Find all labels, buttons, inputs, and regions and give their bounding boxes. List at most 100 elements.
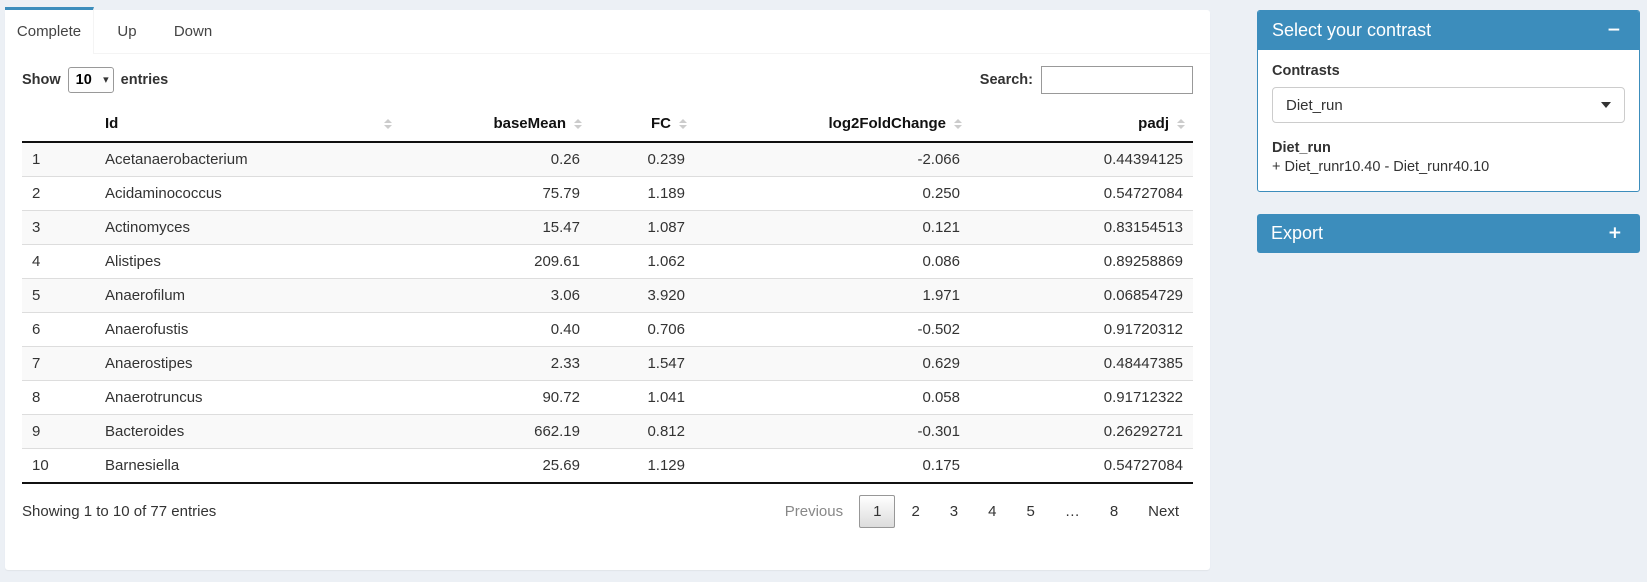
cell-padj: 0.91712322: [970, 380, 1193, 415]
cell-fc: 0.706: [590, 312, 695, 347]
cell-row-number: 3: [22, 210, 95, 245]
chevron-down-icon: [1601, 102, 1611, 108]
table-row[interactable]: 7 Anaerostipes 2.33 1.547 0.629 0.484473…: [22, 346, 1193, 381]
cell-log2foldchange: 0.250: [695, 176, 970, 211]
cell-id: Anaerotruncus: [95, 380, 400, 415]
table-info: Showing 1 to 10 of 77 entries: [22, 503, 217, 520]
page: Complete Up Down Show 10 entries Search:: [0, 0, 1647, 570]
cell-id: Actinomyces: [95, 210, 400, 245]
cell-padj: 0.54727084: [970, 176, 1193, 211]
table-row[interactable]: 6 Anaerofustis 0.40 0.706 -0.502 0.91720…: [22, 312, 1193, 347]
pagination-page-4[interactable]: 4: [988, 503, 997, 520]
contrast-select-value: Diet_run: [1286, 96, 1343, 114]
cell-log2foldchange: -0.301: [695, 414, 970, 449]
cell-log2foldchange: 0.175: [695, 448, 970, 484]
cell-padj: 0.48447385: [970, 346, 1193, 381]
pagination-page-8[interactable]: 8: [1109, 503, 1119, 520]
contrast-panel-header: Select your contrast −: [1258, 11, 1639, 50]
cell-fc: 1.189: [590, 176, 695, 211]
cell-row-number: 5: [22, 278, 95, 313]
column-header-fc[interactable]: FC: [590, 106, 695, 143]
cell-row-number: 4: [22, 244, 95, 279]
page-length-select[interactable]: 10: [67, 67, 114, 93]
table-footer: Showing 1 to 10 of 77 entries Previous 1…: [22, 495, 1193, 528]
cell-basemean: 90.72: [400, 380, 590, 415]
contrast-panel: Select your contrast − Contrasts Diet_ru…: [1257, 10, 1640, 192]
expand-plus-icon[interactable]: +: [1607, 223, 1622, 243]
table-row[interactable]: 10 Barnesiella 25.69 1.129 0.175 0.54727…: [22, 448, 1193, 484]
cell-padj: 0.26292721: [970, 414, 1193, 449]
search-label: Search:: [979, 72, 1033, 88]
export-panel-title: Export: [1271, 223, 1324, 243]
export-panel-header: Export +: [1257, 214, 1640, 253]
cell-fc: 1.041: [590, 380, 695, 415]
cell-basemean: 3.06: [400, 278, 590, 313]
sort-icon: [384, 118, 392, 129]
cell-id: Alistipes: [95, 244, 400, 279]
cell-log2foldchange: -2.066: [917, 151, 960, 168]
search-input[interactable]: [1041, 66, 1193, 94]
cell-row-number: 7: [22, 346, 95, 381]
column-header-log2foldchange[interactable]: log2FoldChange: [695, 106, 970, 143]
cell-padj: 0.06854729: [970, 278, 1193, 313]
collapse-minus-icon[interactable]: −: [1606, 20, 1621, 40]
cell-id: Acidaminococcus: [95, 176, 400, 211]
cell-fc: 0.239: [647, 151, 685, 168]
contrast-description: Diet_run + Diet_runr10.40 - Diet_runr40.…: [1272, 140, 1625, 175]
cell-basemean: 0.26: [550, 151, 580, 168]
pagination-previous[interactable]: Previous: [784, 503, 844, 520]
cell-fc: 0.812: [590, 414, 695, 449]
show-label: Show: [22, 72, 61, 88]
cell-basemean: 25.69: [400, 448, 590, 484]
pagination-next[interactable]: Next: [1148, 503, 1179, 520]
cell-id: Anaerofustis: [95, 312, 400, 347]
cell-padj: 0.83154513: [970, 210, 1193, 245]
tab-up[interactable]: Up: [117, 23, 137, 40]
table-row[interactable]: 2 Acidaminococcus 75.79 1.189 0.250 0.54…: [22, 176, 1193, 211]
cell-row-number: 9: [22, 414, 95, 449]
pagination-page-3[interactable]: 3: [949, 503, 959, 520]
table-row[interactable]: 9 Bacteroides 662.19 0.812 -0.301 0.2629…: [22, 414, 1193, 449]
table-row[interactable]: 3 Actinomyces 15.47 1.087 0.121 0.831545…: [22, 210, 1193, 245]
column-header-index: [22, 106, 95, 143]
cell-fc: 1.062: [590, 244, 695, 279]
column-header-id[interactable]: Id: [95, 106, 400, 143]
contrast-panel-title: Select your contrast: [1272, 20, 1432, 40]
pagination-ellipsis: …: [1064, 503, 1080, 520]
tab-down[interactable]: Down: [173, 23, 213, 40]
cell-log2foldchange: 0.121: [695, 210, 970, 245]
cell-basemean: 75.79: [400, 176, 590, 211]
sort-icon: [574, 118, 582, 129]
column-header-padj[interactable]: padj: [970, 106, 1193, 143]
table-row[interactable]: 5 Anaerofilum 3.06 3.920 1.971 0.0685472…: [22, 278, 1193, 313]
cell-log2foldchange: -0.502: [695, 312, 970, 347]
export-panel: Export +: [1257, 214, 1640, 253]
cell-id: Barnesiella: [95, 448, 400, 484]
cell-basemean: 15.47: [400, 210, 590, 245]
contrast-formula: + Diet_runr10.40 - Diet_runr40.10: [1272, 159, 1490, 175]
table-controls: Show 10 entries Search:: [22, 66, 1193, 94]
results-tabbox: Complete Up Down Show 10 entries Search:: [5, 7, 1210, 570]
cell-padj: 0.44394125: [1103, 151, 1183, 168]
column-header-basemean[interactable]: baseMean: [400, 106, 590, 143]
cell-log2foldchange: 0.086: [695, 244, 970, 279]
cell-log2foldchange: 0.629: [695, 346, 970, 381]
sidebar: Select your contrast − Contrasts Diet_ru…: [1257, 10, 1640, 275]
contrast-select[interactable]: Diet_run: [1272, 87, 1625, 123]
page-length-select-wrap: 10: [67, 67, 114, 93]
pagination-page-2[interactable]: 2: [911, 503, 920, 520]
search-control: Search:: [980, 66, 1193, 94]
tab-content: Show 10 entries Search:: [5, 54, 1210, 540]
pagination-page-5[interactable]: 5: [1026, 503, 1035, 520]
tab-complete[interactable]: Complete: [5, 7, 94, 54]
table-row[interactable]: 1 Acetanaerobacterium 0.26 0.239 -2.066 …: [22, 142, 1193, 177]
table-row[interactable]: 8 Anaerotruncus 90.72 1.041 0.058 0.9171…: [22, 380, 1193, 415]
cell-padj: 0.89258869: [970, 244, 1193, 279]
contrast-panel-body: Contrasts Diet_run Diet_run + Diet_runr1…: [1258, 50, 1639, 191]
sort-icon: [1177, 118, 1185, 129]
page-length-control: Show 10 entries: [22, 67, 168, 93]
cell-log2foldchange: 0.058: [695, 380, 970, 415]
table-row[interactable]: 4 Alistipes 209.61 1.062 0.086 0.8925886…: [22, 244, 1193, 279]
cell-padj: 0.91720312: [970, 312, 1193, 347]
pagination-page-1[interactable]: 1: [859, 495, 896, 528]
